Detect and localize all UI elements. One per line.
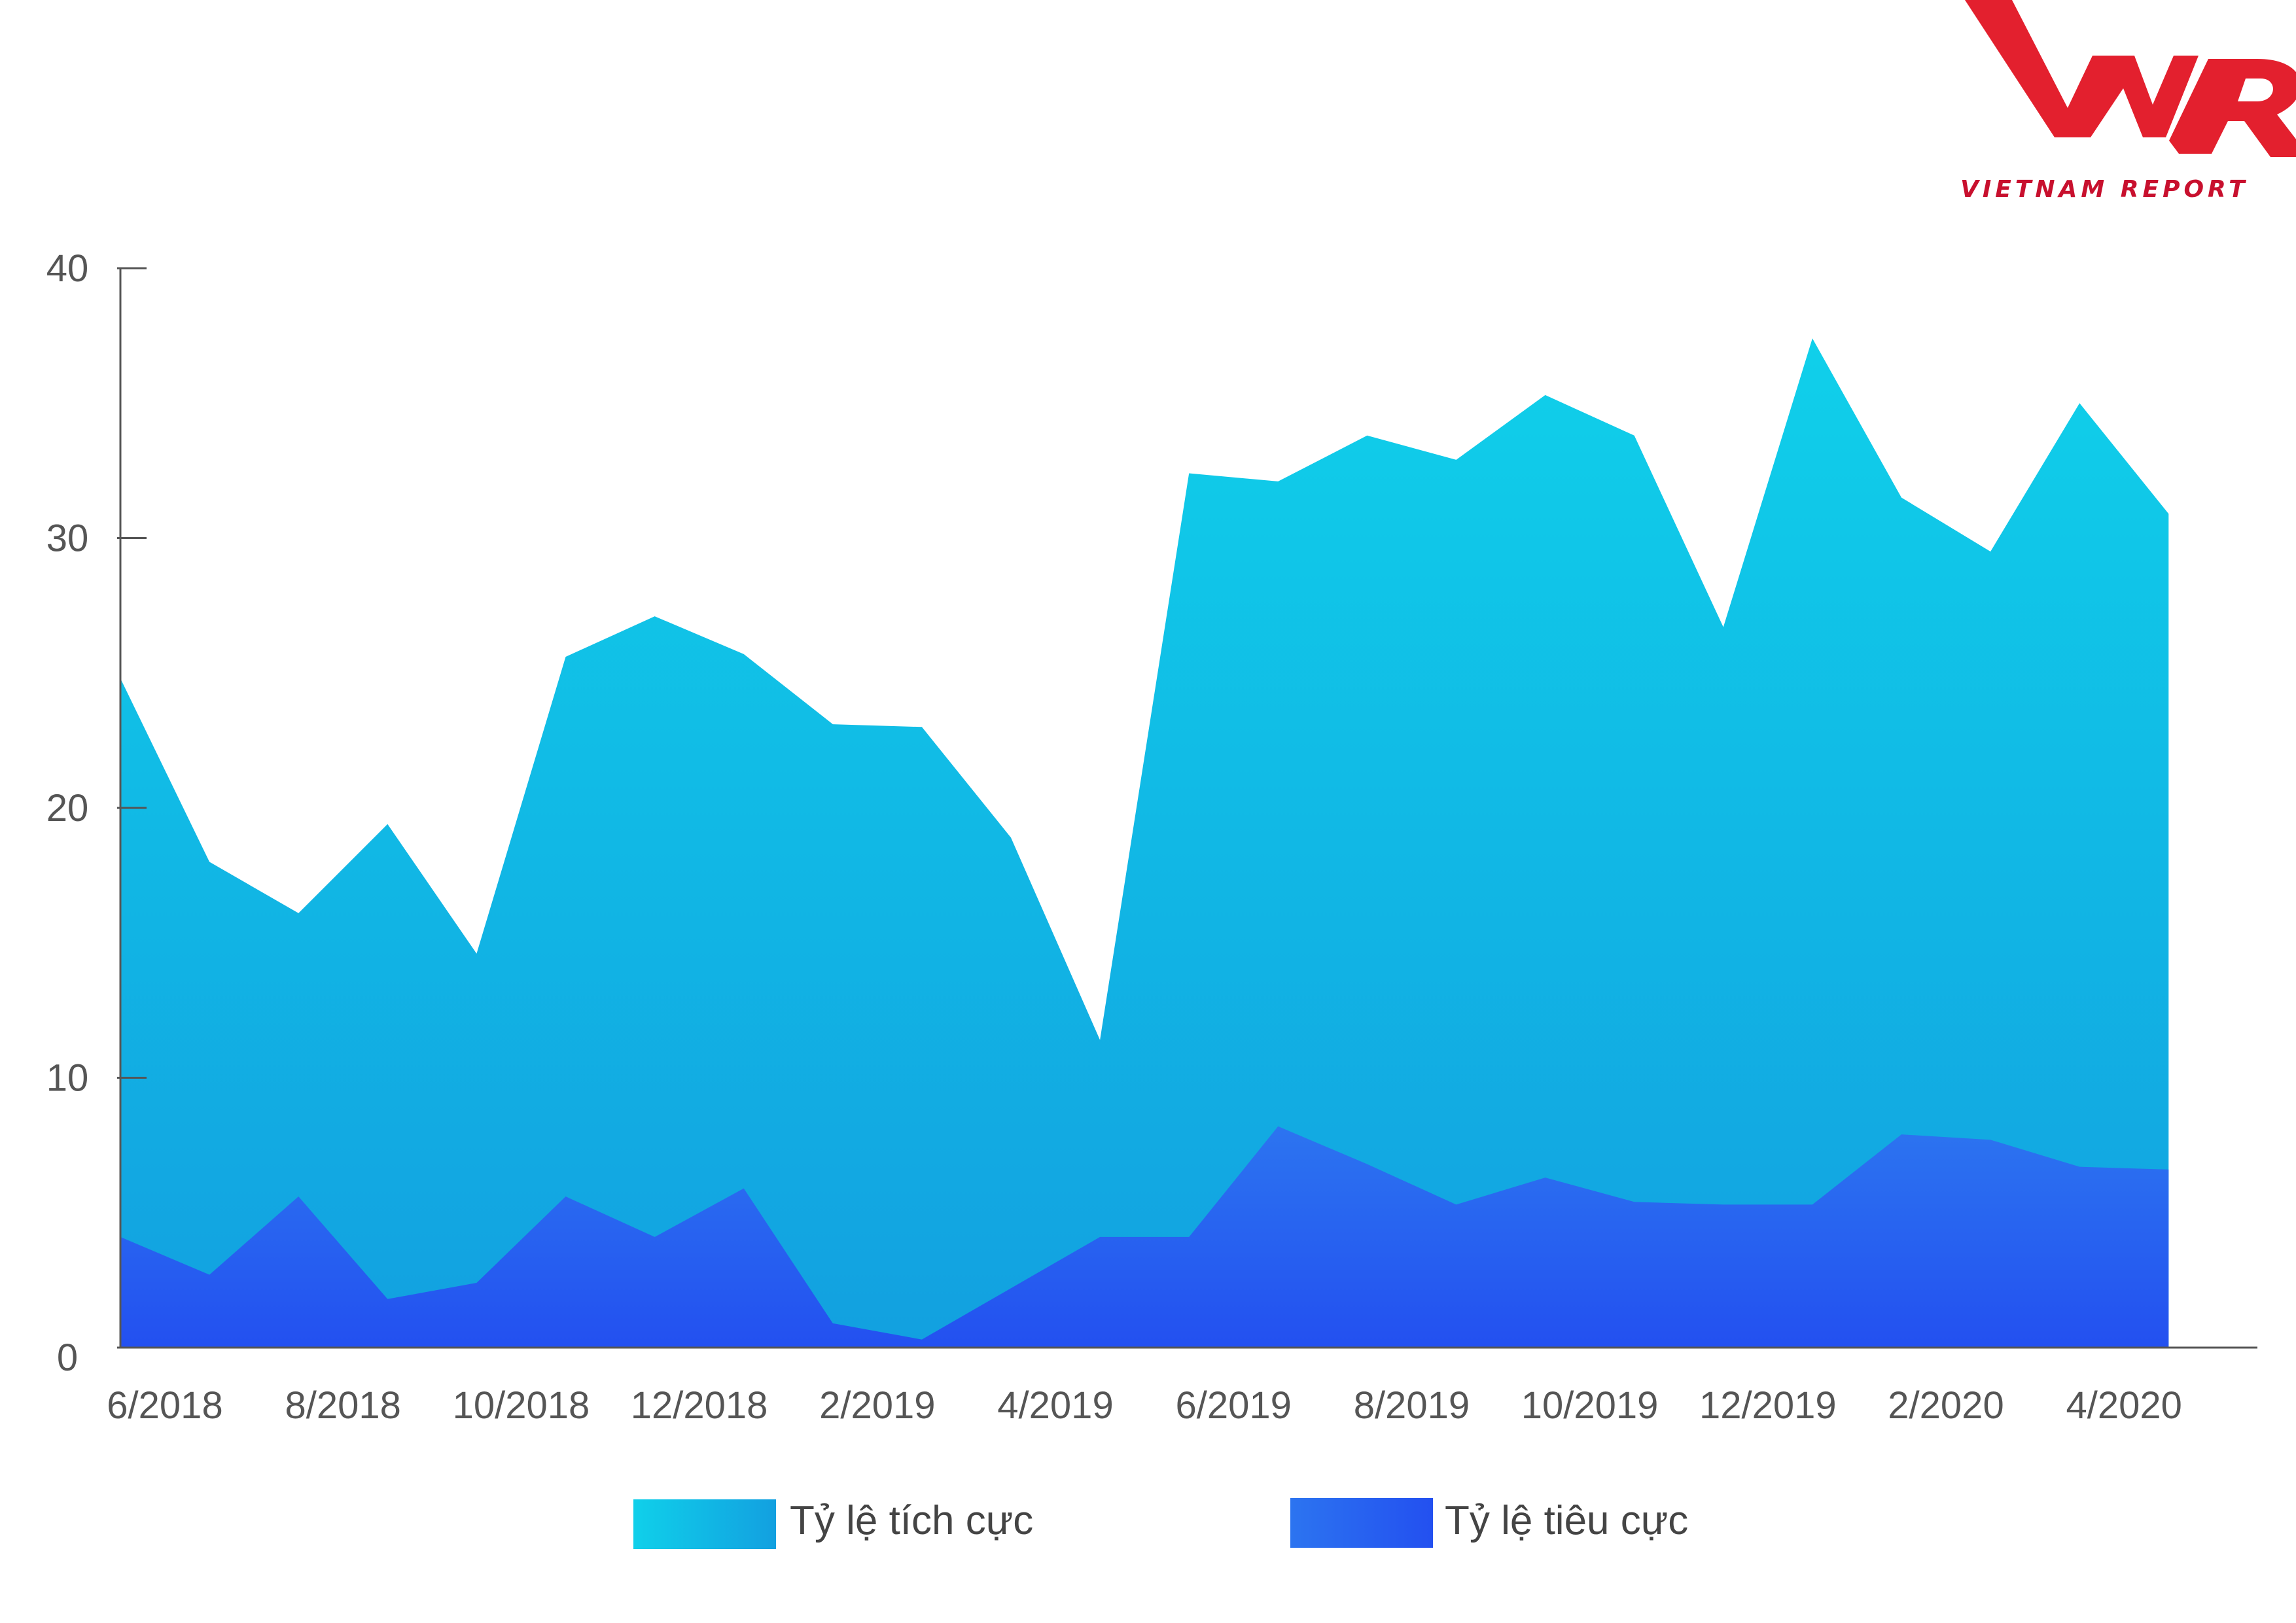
legend-item-positive: Tỷ lệ tích cực (633, 1498, 1033, 1549)
x-tick-label: 10/2018 (453, 1384, 590, 1427)
x-tick-label: 6/2019 (1175, 1384, 1291, 1427)
x-axis-ticks: 6/2018 8/2018 10/2018 12/2018 2/2019 4/2019 6/… (107, 1384, 2182, 1427)
y-tick-label: 0 (57, 1336, 78, 1379)
x-tick-label: 12/2018 (631, 1384, 768, 1427)
x-tick-label: 8/2018 (285, 1384, 400, 1427)
legend-swatch-negative (1290, 1498, 1433, 1548)
vietnam-report-logo: VIETNAM REPORT (1960, 0, 2296, 203)
plot-areas (120, 338, 2169, 1348)
logo-r-mark (2169, 59, 2296, 157)
legend: Tỷ lệ tích cực Tỷ lệ tiêu cực (633, 1498, 1688, 1549)
legend-swatch-positive (633, 1499, 776, 1549)
y-axis-ticks: 0 10 20 30 40 (46, 247, 147, 1379)
y-tick-label: 30 (46, 517, 89, 560)
x-tick-label: 4/2019 (997, 1384, 1113, 1427)
x-tick-label: 2/2020 (1888, 1384, 2004, 1427)
x-tick-label: 2/2019 (819, 1384, 935, 1427)
x-tick-label: 10/2019 (1521, 1384, 1659, 1427)
logo-n-mark (2055, 56, 2199, 137)
x-tick-label: 8/2019 (1354, 1384, 1470, 1427)
y-tick-label: 10 (46, 1057, 89, 1100)
legend-label-positive: Tỷ lệ tích cực (790, 1498, 1033, 1543)
area-positive (120, 338, 2169, 1348)
area-negative (120, 1126, 2169, 1348)
x-tick-label: 12/2019 (1699, 1384, 1837, 1427)
legend-item-negative: Tỷ lệ tiêu cực (1290, 1498, 1688, 1548)
y-tick-label: 40 (46, 247, 89, 290)
x-tick-label: 4/2020 (2066, 1384, 2181, 1427)
y-tick-label: 20 (46, 787, 89, 829)
legend-label-negative: Tỷ lệ tiêu cực (1445, 1498, 1688, 1543)
logo-text: VIETNAM REPORT (1960, 176, 2249, 203)
x-tick-label: 6/2018 (107, 1384, 222, 1427)
